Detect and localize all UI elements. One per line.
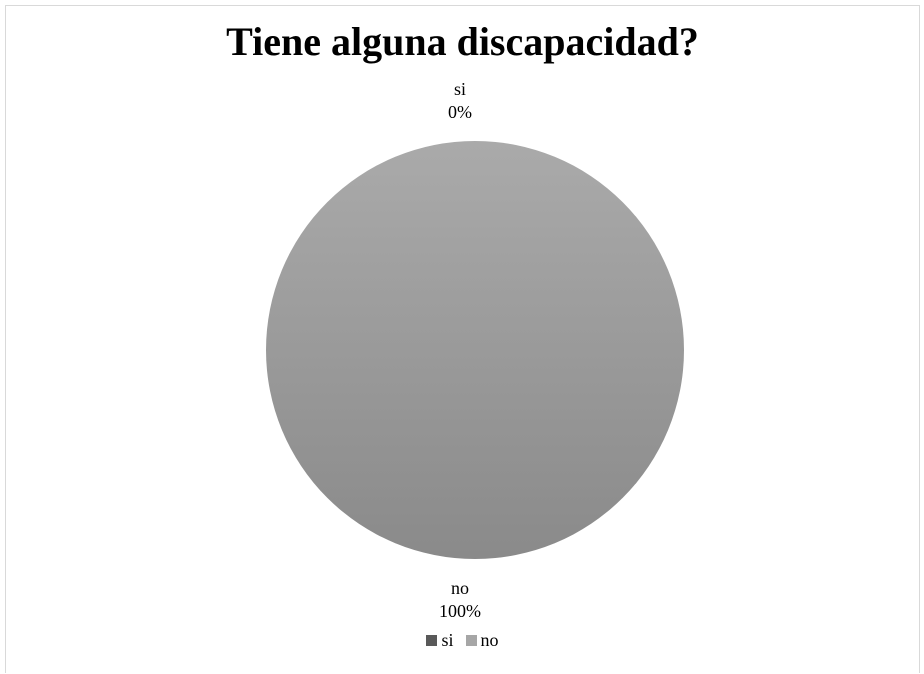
data-label-si-percent: 0%	[448, 102, 472, 122]
legend-item-no: no	[465, 630, 499, 651]
legend-label-si: si	[441, 630, 454, 650]
legend: si no	[6, 630, 919, 651]
data-label-si-category: si	[453, 79, 466, 99]
pie-slice-no	[266, 141, 684, 559]
chart-title: Tiene alguna discapacidad?	[226, 19, 699, 64]
legend-swatch-no	[465, 635, 477, 646]
data-label-si: si 0%	[400, 78, 520, 124]
chart-area: Tiene alguna discapacidad? si 0% no 100%…	[5, 5, 920, 673]
data-label-no-percent: 100%	[439, 601, 481, 621]
legend-item-si: si	[426, 630, 454, 651]
pie-chart	[266, 141, 684, 559]
data-label-no: no 100%	[400, 577, 520, 623]
legend-label-no: no	[480, 630, 499, 650]
legend-swatch-si	[426, 635, 438, 646]
data-label-no-category: no	[451, 578, 469, 598]
